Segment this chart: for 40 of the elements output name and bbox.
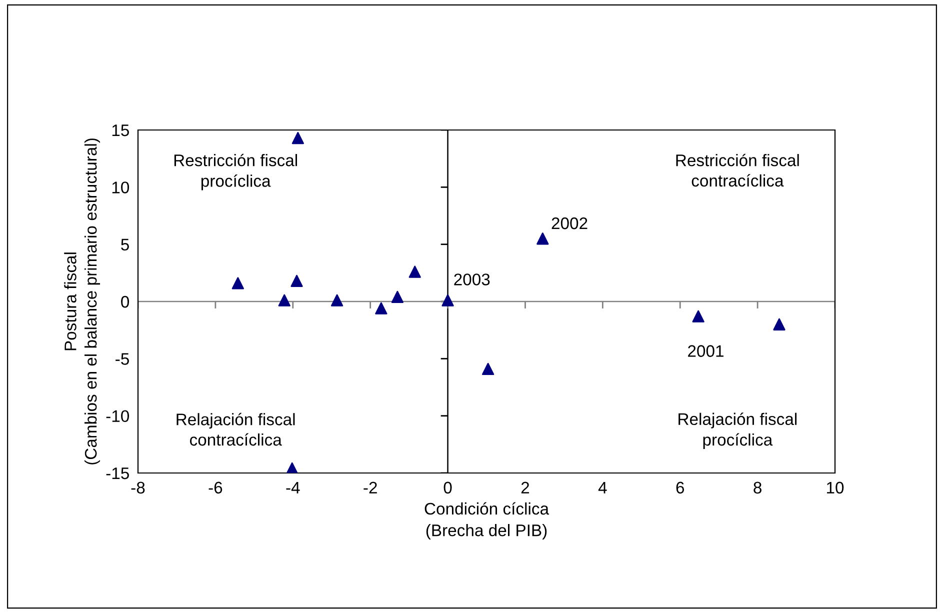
point bbox=[290, 274, 303, 287]
point bbox=[773, 318, 786, 330]
point bbox=[482, 362, 494, 376]
y-tick-label: 0 bbox=[121, 296, 130, 308]
x-tick-label: 0 bbox=[444, 482, 452, 494]
y-tick-label: 5 bbox=[121, 238, 129, 251]
x-tick-label: 4 bbox=[598, 482, 607, 494]
x-tick-label: 10 bbox=[827, 482, 844, 494]
x-axis-title: Condición cíclica (Brecha del PIB) bbox=[424, 502, 550, 540]
y-tick-label: -10 bbox=[106, 410, 130, 422]
point bbox=[292, 132, 304, 144]
point bbox=[692, 310, 704, 322]
x-tick-label: -6 bbox=[208, 482, 222, 494]
point bbox=[286, 462, 298, 473]
point bbox=[375, 302, 388, 314]
x-tick-label: 6 bbox=[676, 482, 684, 494]
annotation: 2003 bbox=[454, 274, 490, 286]
x-tick-label: -2 bbox=[364, 482, 377, 494]
annotation: Relajación fiscal contracíclica bbox=[176, 412, 295, 446]
y-tick-label: -5 bbox=[116, 353, 129, 365]
point bbox=[408, 266, 421, 278]
annotation: Restricción fiscal procíclica bbox=[174, 154, 297, 190]
y-tick-label: -15 bbox=[106, 468, 129, 480]
x-tick-label: -4 bbox=[286, 482, 300, 494]
point bbox=[536, 232, 549, 245]
annotation: Restricción fiscal contracíclica bbox=[676, 154, 799, 187]
point bbox=[232, 277, 244, 290]
x-tick-label: 2 bbox=[521, 482, 530, 494]
annotation: 2002 bbox=[552, 217, 588, 230]
y-tick-label: 15 bbox=[112, 124, 129, 136]
y-axis-title: Postura fiscal (Cambios en el balance primario estructural) bbox=[64, 138, 100, 464]
point bbox=[330, 294, 344, 306]
x-tick-label: -8 bbox=[131, 482, 145, 494]
point bbox=[442, 294, 454, 306]
point bbox=[278, 294, 290, 306]
annotation: Relajación fiscal procíclica bbox=[678, 412, 797, 449]
annotation: 2001 bbox=[688, 345, 724, 357]
point bbox=[391, 290, 404, 303]
x-tick-label: 8 bbox=[754, 482, 762, 494]
y-tick-label: 10 bbox=[112, 182, 130, 194]
